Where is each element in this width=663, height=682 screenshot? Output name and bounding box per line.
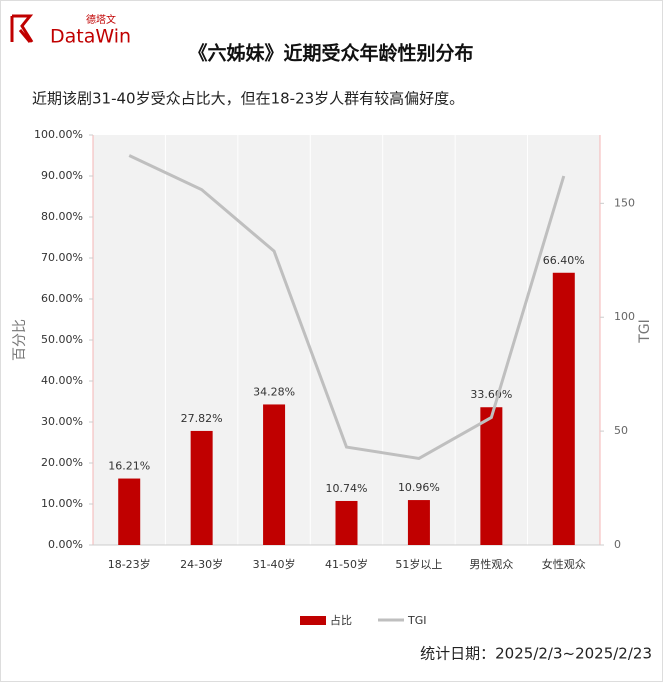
x-tick-label: 24-30岁 bbox=[180, 557, 223, 571]
y-tick-label: 80.00% bbox=[41, 210, 83, 223]
legend-label: TGI bbox=[407, 614, 427, 627]
y2-tick-label: 100 bbox=[614, 310, 635, 323]
logo: 德塔文 DataWin bbox=[10, 13, 131, 48]
bar bbox=[263, 404, 286, 545]
footer: 统计日期：2025/2/3~2025/2/23 bbox=[420, 645, 652, 663]
bar-value-label: 10.74% bbox=[326, 482, 368, 495]
x-tick-label: 18-23岁 bbox=[108, 557, 151, 571]
line bbox=[128, 154, 566, 461]
y2-tick-label: 0 bbox=[614, 538, 621, 551]
x-tick-label: 41-50岁 bbox=[325, 557, 368, 571]
x-tick-label: 51岁以上 bbox=[395, 557, 442, 571]
y2-axis-label: TGI bbox=[637, 319, 653, 344]
bar bbox=[118, 478, 141, 545]
bar bbox=[407, 500, 430, 545]
bar-value-label: 27.82% bbox=[181, 412, 223, 425]
y-tick-label: 50.00% bbox=[41, 333, 83, 346]
bar-value-label: 10.96% bbox=[398, 481, 440, 494]
logo-cn: 德塔文 bbox=[86, 13, 116, 26]
bar-value-label: 16.21% bbox=[108, 460, 150, 473]
x-tick-label: 31-40岁 bbox=[253, 557, 296, 571]
bar-value-label: 33.60% bbox=[470, 388, 512, 401]
y-tick-label: 40.00% bbox=[41, 374, 83, 387]
legend-swatch bbox=[300, 616, 326, 625]
x-tick-label: 女性观众 bbox=[542, 557, 586, 571]
chart-subtitle: 近期该剧31-40岁受众占比大，但在18-23岁人群有较高偏好度。 bbox=[32, 90, 464, 108]
bar bbox=[190, 430, 213, 545]
chart-title: 《六姊妹》近期受众年龄性别分布 bbox=[188, 42, 473, 65]
bar bbox=[480, 407, 503, 545]
legend-label: 占比 bbox=[330, 613, 352, 627]
y2-tick-label: 50 bbox=[614, 424, 628, 437]
bar bbox=[552, 272, 575, 545]
bar-value-label: 34.28% bbox=[253, 385, 295, 398]
y-tick-label: 0.00% bbox=[48, 538, 83, 551]
y-tick-label: 70.00% bbox=[41, 251, 83, 264]
y-tick-label: 90.00% bbox=[41, 169, 83, 182]
y-tick-label: 30.00% bbox=[41, 415, 83, 428]
logo-icon bbox=[10, 14, 34, 43]
y-tick-label: 20.00% bbox=[41, 456, 83, 469]
x-tick-label: 男性观众 bbox=[469, 557, 513, 571]
y-axis-label: 百分比 bbox=[12, 319, 28, 361]
y-tick-label: 60.00% bbox=[41, 292, 83, 305]
y-tick-label: 10.00% bbox=[41, 497, 83, 510]
logo-brand: DataWin bbox=[50, 26, 131, 48]
y2-tick-label: 150 bbox=[614, 196, 635, 209]
bar-value-label: 66.40% bbox=[543, 254, 585, 267]
bar bbox=[335, 500, 358, 545]
y-tick-label: 100.00% bbox=[34, 128, 83, 141]
